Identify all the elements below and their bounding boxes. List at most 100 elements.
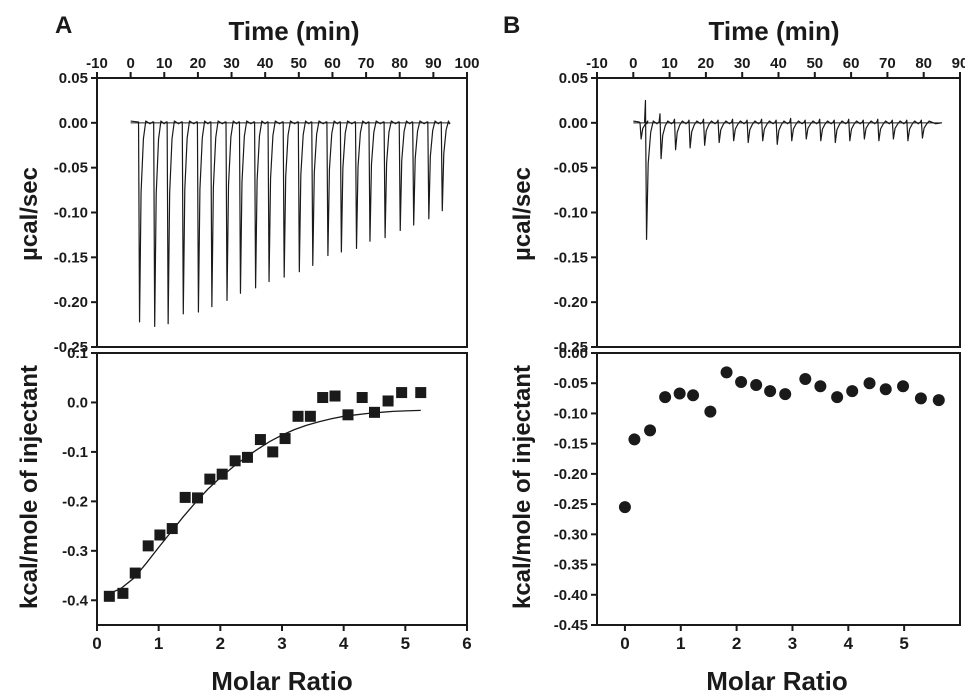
panel-a-top-xtick-label: 90	[425, 55, 442, 72]
panel-a-top-ytick-label: -0.20	[54, 294, 88, 311]
panel-a-bottom-xtick-label: 5	[401, 634, 410, 653]
panel-b-bottom-ytick-label: -0.20	[554, 466, 588, 483]
panel-b-top-xtick-label: 60	[843, 55, 860, 72]
panel-a-bottom-data-point	[342, 409, 354, 421]
panel-a-bottom-data-point	[241, 451, 253, 463]
panel-a-bottom-frame	[96, 352, 468, 626]
panel-a-bottom-data-point	[179, 491, 191, 503]
panel-b-bottom-ytick-label: -0.25	[554, 496, 588, 513]
panel-a-top-xtick-label: 50	[290, 55, 307, 72]
panel-a-top-xtick-label: 10	[156, 55, 173, 72]
panel-b-ucal-axis-title: µcal/sec	[509, 167, 536, 261]
panel-a-bottom-data-point	[142, 540, 154, 552]
panel-b-molar-axis-title: Molar Ratio	[706, 666, 848, 695]
panel-a-top-frame	[96, 77, 468, 348]
panel-b-bottom-data-point	[644, 424, 657, 437]
panel-a-bottom-data-point	[369, 406, 380, 418]
panel-b-bottom-data-point	[673, 387, 686, 400]
panel-b-bottom-data-point	[750, 379, 763, 392]
panel-a-top-xtick-label: -10	[86, 55, 108, 72]
panel-b-bottom-ytick-label: 0.00	[559, 345, 588, 362]
panel-a-bottom-data-point	[382, 395, 394, 407]
panel-a-bottom-xtick-label: 0	[92, 634, 101, 653]
panel-a-bottom-ytick-label: -0.2	[62, 493, 88, 510]
panel-a-top-xtick-label: 40	[257, 55, 274, 72]
panel-b-bottom-xtick-label: 1	[676, 634, 685, 653]
panel-a-bottom-data-point	[154, 529, 166, 541]
panel-b-bottom-ytick-label: -0.15	[554, 436, 588, 453]
panel-b-bottom-ytick-label: -0.05	[554, 375, 588, 392]
panel-a-bottom-ytick-label: 0.0	[67, 394, 88, 411]
panel-b-bottom-ytick-label: -0.40	[554, 587, 588, 604]
panel-a-bottom-ytick-label: -0.4	[62, 592, 89, 609]
panel-b-top-xtick-label: -10	[586, 55, 608, 72]
panel-b-top-xtick-label: 70	[879, 55, 896, 72]
panel-b-top-trace	[633, 99, 942, 240]
panel-a-bottom-data-point	[292, 410, 304, 422]
panel-b-bottom-data-point	[618, 501, 631, 514]
panel-a-top-ytick-label: -0.05	[54, 160, 88, 177]
panel-a-bottom-data-point	[329, 390, 341, 402]
panel-a-top-xtick-label: 0	[126, 55, 134, 72]
panel-a-bottom-xtick-label: 4	[339, 634, 349, 653]
panel-b-top-xtick-label: 10	[661, 55, 678, 72]
panel-a-bottom-data-point	[103, 590, 115, 602]
panel-b-top-xtick-label: 30	[734, 55, 751, 72]
panel-a-bottom-data-point	[229, 455, 241, 467]
panel-a-top-ytick-label: -0.15	[54, 249, 88, 266]
panel-a-bottom-ytick-label: -0.1	[62, 444, 88, 461]
panel-b-letter: B	[503, 12, 520, 39]
panel-a-bottom-data-point	[192, 492, 204, 504]
panel-a-top-trace	[130, 120, 451, 327]
panel-b-top-ytick-label: -0.25	[554, 339, 588, 356]
panel-a-raw-thermogram: -10 0 10 20 30 40 50 60 70 80 90 100 0.05 0.00 -0.05 -0…	[54, 55, 480, 356]
panel-b-top-xtick-label: 40	[770, 55, 787, 72]
panel-b-top-ytick-label: -0.15	[554, 249, 588, 266]
panel-b-top-ytick-label: -0.20	[554, 294, 588, 311]
panel-a-top-ytick-label: -0.10	[54, 205, 88, 222]
panel-b-bottom-data-point	[799, 372, 812, 385]
panel-a-bottom-data-point	[415, 387, 427, 399]
panel-b-bottom-data-point	[704, 405, 717, 418]
panel-b-top-xtick-label: 0	[629, 55, 637, 72]
panel-a-top-ytick-label: 0.00	[59, 115, 88, 132]
panel-b-raw-thermogram: -10 0 10 20 30 40 50 60 70 80 90 0.05 0.00 -0.05 -0.10…	[554, 55, 965, 356]
panel-b-time-axis-title: Time (min)	[709, 16, 840, 46]
panel-a-bottom-data-point	[129, 567, 141, 579]
panel-b-bottom-data-point	[897, 380, 910, 393]
panel-b-bottom-data-point	[846, 385, 859, 398]
panel-a-top-ytick-label: -0.25	[54, 339, 88, 356]
panel-a-bottom-xtick-label: 1	[154, 634, 163, 653]
panel-b-top-ytick-label: 0.00	[559, 115, 588, 132]
panel-b-bottom-data-point	[687, 389, 700, 402]
panel-a-bottom-data-point	[304, 410, 316, 422]
panel-b-bottom-data-point	[764, 385, 777, 398]
panel-b-bottom-data-point	[659, 391, 672, 404]
panel-a-time-axis-title: Time (min)	[229, 16, 360, 46]
panel-a-bottom-data-point	[396, 387, 408, 399]
panel-b-bottom-data-point	[735, 376, 748, 389]
panel-b-top-xtick-label: 20	[698, 55, 715, 72]
panel-a-bottom-xtick-label: 3	[277, 634, 286, 653]
panel-b-bottom-ytick-label: -0.45	[554, 617, 588, 634]
panel-b-bottom-data-point	[628, 433, 641, 446]
panel-a-bottom-xtick-label: 2	[216, 634, 225, 653]
panel-b-bottom-data-point	[879, 383, 892, 396]
panel-b-top-xtick-label: 90	[952, 55, 965, 72]
panel-a-top-xtick-label: 30	[223, 55, 240, 72]
panel-b-bottom-data-point	[831, 391, 844, 404]
panel-b-kcal-axis-title: kcal/mole of injectant	[509, 365, 536, 609]
panel-b-bottom-data-point	[863, 377, 876, 390]
panel-b-top-ytick-label: -0.05	[554, 160, 588, 177]
panel-b-top-ytick-label: -0.10	[554, 205, 588, 222]
panel-a-bottom-ytick-label: 0.1	[67, 345, 88, 362]
panel-a-bottom-data-point	[166, 523, 178, 535]
panel-a-bottom-data-point	[267, 446, 279, 458]
panel-b-bottom-ytick-label: -0.35	[554, 557, 588, 574]
panel-b-top-xtick-label: 80	[915, 55, 932, 72]
panel-a-bottom-data-point	[254, 434, 266, 446]
panel-b-bottom-data-point	[814, 380, 827, 393]
panel-b-bottom-ytick-label: -0.10	[554, 405, 588, 422]
panel-b-bottom-xtick-label: 2	[732, 634, 741, 653]
